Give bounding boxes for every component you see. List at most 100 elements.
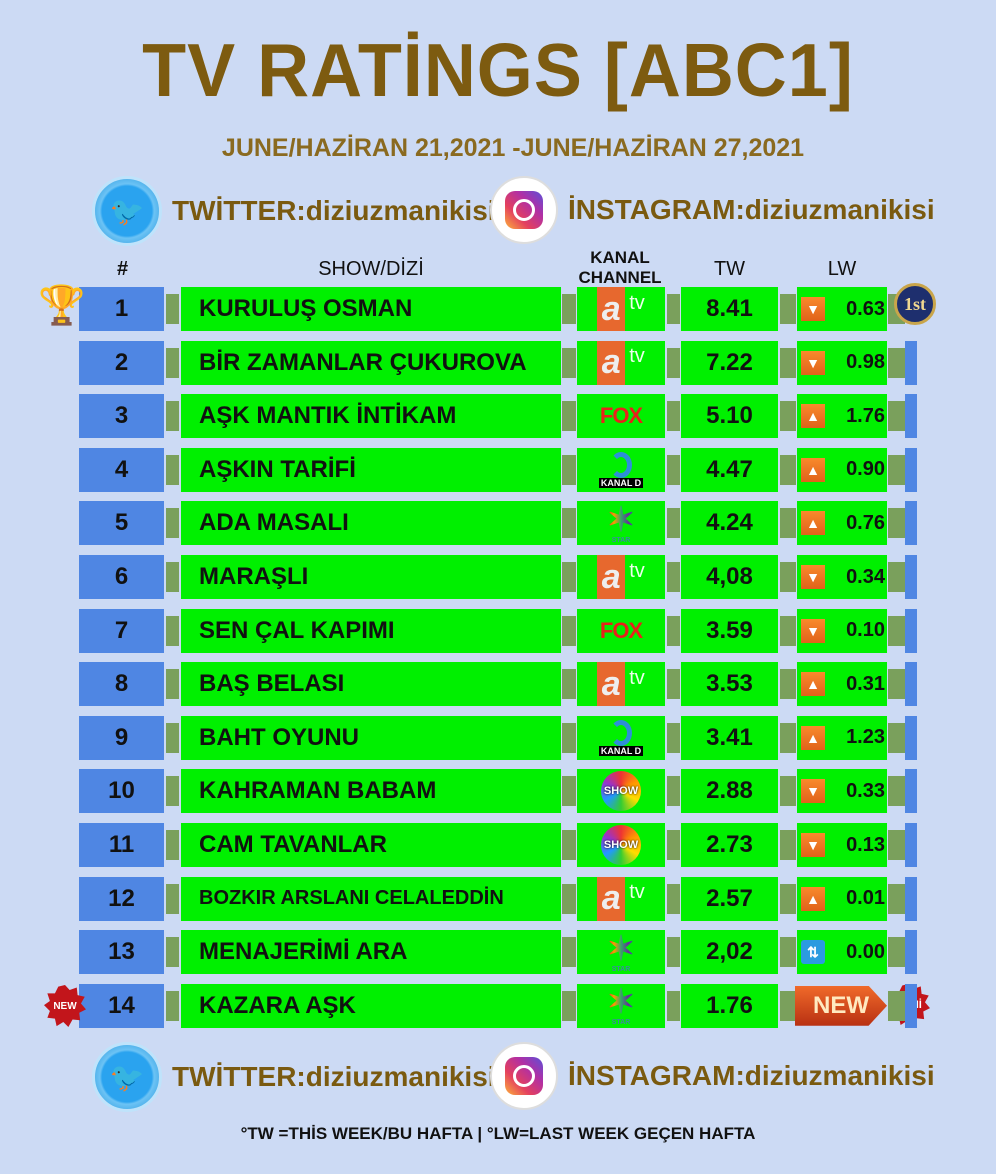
last-week-value: 0.31 <box>846 672 885 695</box>
twitter-icon: 🐦 <box>92 1042 162 1112</box>
this-week-value: 2.57 <box>681 876 778 921</box>
this-week-value: 2,02 <box>681 930 778 975</box>
channel-cell: ✶ STAR <box>577 983 665 1028</box>
show-name: KURULUŞ OSMAN <box>181 287 561 331</box>
instagram-icon <box>490 176 558 244</box>
rank-cell: 11 <box>79 823 164 867</box>
channel-cell: ✶ STAR <box>577 929 665 975</box>
rank-cell: 6 <box>79 555 164 599</box>
show-name: AŞK MANTIK İNTİKAM <box>181 394 561 439</box>
channel-cell: a tv <box>577 340 665 385</box>
trend-down-icon: ▼ <box>801 833 825 857</box>
table-row: 7 SEN ÇAL KAPIMI FOX 3.59 ▼ 0.10 <box>0 608 996 653</box>
divider <box>166 454 179 485</box>
fox-logo: FOX <box>599 617 643 643</box>
trend-up-icon: ▲ <box>801 725 825 750</box>
this-week-value: 7.22 <box>681 340 778 385</box>
row-end-marker <box>905 501 917 546</box>
last-week-value: 0.13 <box>846 833 885 856</box>
last-week-cell: ▲ 0.90 <box>797 447 887 492</box>
show-name: MARAŞLI <box>181 555 561 599</box>
row-end-marker <box>905 769 917 814</box>
show-tv-logo: SHOW <box>601 825 641 865</box>
show-name: KAHRAMAN BABAM <box>181 769 561 814</box>
table-row: 11 CAM TAVANLAR SHOW 2.73 ▼ 0.13 <box>0 823 996 867</box>
divider <box>166 776 179 807</box>
last-week-value: 0.76 <box>846 511 885 534</box>
star-tv-logo: ✶ STAR <box>606 929 636 973</box>
table-row: 14 KAZARA AŞK ✶STAR 1.76 NEW YENİ <box>0 983 996 1028</box>
last-week-value: 0.33 <box>846 779 885 802</box>
row-end-marker <box>905 608 917 653</box>
trend-up-icon: ▲ <box>801 511 825 536</box>
new-entry-tag: NEW <box>795 985 887 1026</box>
divider <box>780 454 796 485</box>
this-week-value: 3.41 <box>681 715 778 760</box>
rank-cell: 7 <box>79 608 164 653</box>
last-week-cell: ⇅ 0.00 <box>797 930 887 975</box>
footer-legend: °TW =THİS WEEK/BU HAFTA | °LW=LAST WEEK … <box>240 1124 756 1143</box>
divider <box>562 615 576 646</box>
row-end-marker <box>905 823 917 867</box>
rank-cell: 13 <box>79 930 164 975</box>
divider <box>166 508 179 539</box>
twitter-handle-bottom[interactable]: 🐦 TWİTTER:diziuzmanikisi <box>92 1042 496 1112</box>
atv-logo: a tv <box>597 340 645 385</box>
trend-up-icon: ▲ <box>801 672 825 697</box>
divider <box>667 562 680 592</box>
show-name: BAŞ BELASI <box>181 662 561 707</box>
row-end-marker <box>905 340 917 385</box>
row-end-marker <box>905 715 917 760</box>
table-row: 12 BOZKIR ARSLANI CELALEDDİN a tv 2.57 ▲ … <box>0 876 996 921</box>
divider <box>888 401 905 432</box>
table-row: 3 AŞK MANTIK İNTİKAM FOX 5.10 ▲ 1.76 <box>0 394 996 439</box>
divider <box>780 722 796 753</box>
instagram-handle-top[interactable]: İNSTAGRAM:diziuzmanikisi <box>490 176 935 244</box>
divider <box>667 294 680 324</box>
rank-cell: 9 <box>79 715 164 760</box>
rank-cell: 8 <box>79 662 164 707</box>
twitter-icon: 🐦 <box>92 176 162 246</box>
divider <box>780 776 796 807</box>
trend-down-icon: ▼ <box>801 565 825 589</box>
channel-cell: KANAL D <box>577 715 665 760</box>
row-end-marker <box>905 662 917 707</box>
date-range: JUNE/HAZİRAN 21,2021 -JUNE/HAZİRAN 27,20… <box>221 134 805 162</box>
divider <box>667 669 680 700</box>
trend-down-icon: ▼ <box>801 779 825 804</box>
this-week-value: 4.24 <box>681 501 778 546</box>
table-row: 2 BİR ZAMANLAR ÇUKUROVA a tv 7.22 ▼ 0.98 <box>0 340 996 385</box>
rank-cell: 12 <box>79 876 164 921</box>
divider <box>780 937 796 968</box>
rank-cell: 10 <box>79 769 164 814</box>
channel-cell: SHOW <box>577 823 665 867</box>
row-end-marker <box>905 983 917 1028</box>
instagram-text: İNSTAGRAM:diziuzmanikisi <box>568 1060 935 1091</box>
twitter-handle-top[interactable]: 🐦 TWİTTER:diziuzmanikisi <box>92 176 496 246</box>
fox-logo: FOX <box>599 403 643 429</box>
star-tv-logo: ✶ STAR <box>606 500 636 544</box>
last-week-cell: ▲ 1.76 <box>797 394 887 439</box>
rank-cell: 14 <box>79 983 164 1028</box>
last-week-value: 0.10 <box>846 619 885 642</box>
divider <box>667 722 680 753</box>
last-week-value: 0.63 <box>846 297 885 320</box>
instagram-handle-bottom[interactable]: İNSTAGRAM:diziuzmanikisi <box>490 1042 935 1110</box>
row-end-marker <box>905 930 917 975</box>
trend-up-icon: ▲ <box>801 457 825 482</box>
last-week-value: 1.23 <box>846 726 885 749</box>
last-week-cell: ▼ 0.63 <box>797 287 887 331</box>
this-week-value: 1.76 <box>681 983 778 1028</box>
twitter-text: TWİTTER:diziuzmanikisi <box>172 195 496 226</box>
row-end-marker <box>905 876 917 921</box>
last-week-cell: ▼ 0.13 <box>797 823 887 867</box>
rank-cell: 2 <box>79 340 164 385</box>
table-row: 5 ADA MASALI ✶ STAR 4.24 ▲ 0.76 <box>0 500 996 546</box>
divider <box>166 347 179 378</box>
divider <box>780 669 796 700</box>
show-tv-logo: SHOW <box>601 771 641 812</box>
last-week-value: 0.90 <box>846 458 885 481</box>
atv-logo: a tv <box>597 287 645 331</box>
channel-cell: a tv <box>577 662 665 707</box>
